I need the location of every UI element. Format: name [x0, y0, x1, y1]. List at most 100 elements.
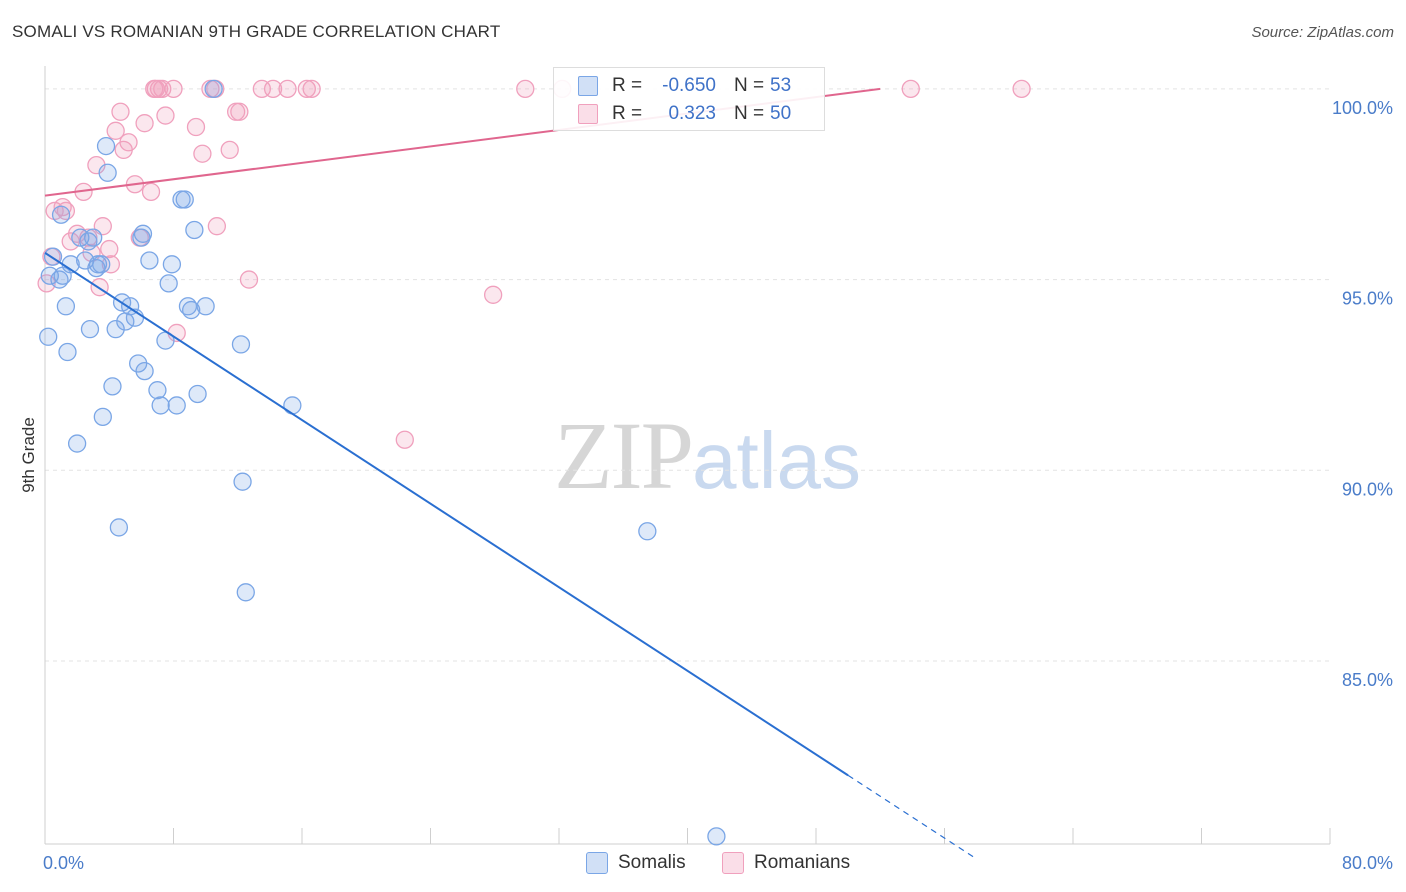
somali-point [133, 224, 153, 243]
somali-n-value: 53 [770, 75, 792, 96]
romanian-points [37, 79, 1031, 449]
somali-trend-extension [847, 774, 977, 860]
somali-n-label: N = [734, 75, 765, 96]
romanian-point [119, 133, 138, 152]
somali-point [56, 297, 76, 316]
romanian-point [156, 106, 175, 125]
romanian-point [239, 270, 259, 289]
bottom-legend-somalis: Somalis [586, 852, 686, 874]
romanian-point [106, 121, 125, 140]
somali-point [79, 232, 98, 251]
romanian-point [193, 144, 212, 163]
somali-point [98, 163, 117, 182]
somali-point [92, 255, 111, 274]
somali-point [148, 381, 167, 400]
somali-point [51, 205, 71, 224]
axes [44, 66, 1331, 845]
romanian-point [207, 217, 227, 236]
romanian-point [516, 79, 535, 99]
somali-point [159, 274, 178, 293]
somali-point [103, 377, 122, 396]
romanian-point [901, 79, 920, 99]
somali-point [39, 327, 58, 346]
romanian-point [135, 114, 154, 133]
watermark: ZIPatlas [554, 400, 861, 511]
romanian-point [230, 102, 249, 121]
watermark-zip: ZIP [554, 402, 694, 509]
romanian-point [101, 255, 121, 274]
somali-point [140, 251, 159, 270]
somali-points [39, 79, 726, 846]
somali-point [96, 136, 116, 156]
somali-point [93, 407, 112, 427]
romanian-swatch [578, 104, 598, 124]
romanian-point [302, 79, 321, 99]
romanian-point [278, 79, 297, 99]
romanian-point [395, 430, 414, 449]
somali-point [188, 384, 207, 404]
somali-point [638, 522, 657, 541]
somali-point [151, 396, 170, 415]
y-axis-label: 9th Grade [19, 417, 38, 493]
somalis-legend-swatch [586, 852, 608, 874]
somali-point [233, 472, 252, 491]
romanian-point [1012, 79, 1031, 99]
somali-point [106, 319, 125, 339]
romanian-n-label: N = [734, 103, 765, 124]
somali-point [109, 518, 129, 537]
somali-point [58, 342, 77, 362]
somalis-legend-label: Somalis [618, 852, 686, 873]
somali-r-value: -0.650 [662, 75, 716, 96]
somali-point [185, 220, 204, 240]
somali-point [283, 396, 302, 415]
watermark-atlas: atlas [692, 416, 861, 505]
romanian-point [164, 79, 183, 99]
somali-point [53, 266, 72, 285]
y-tick-label: 85.0% [1342, 670, 1393, 690]
romanian-point [100, 239, 119, 259]
y-tick-label: 95.0% [1342, 289, 1393, 309]
somali-point [135, 361, 154, 381]
romanian-point [145, 79, 164, 99]
somali-point [80, 319, 100, 339]
somali-point [196, 297, 215, 316]
y-tick-label: 100.0% [1332, 98, 1393, 118]
bottom-legend-romanians: Romanians [722, 852, 850, 874]
legend-row-romanian: R = 0.323 N = 50 [578, 100, 791, 128]
chart-title: SOMALI VS ROMANIAN 9TH GRADE CORRELATION… [12, 22, 501, 41]
somali-point [707, 827, 726, 846]
y-tick-label: 90.0% [1342, 479, 1393, 499]
legend-row-somali: R = -0.650 N = 53 [578, 72, 791, 100]
gridlines [45, 88, 1330, 662]
correlation-legend: R = -0.650 N = 53 R = 0.323 N = 50 [553, 67, 825, 131]
source-credit: Source: ZipAtlas.com [1251, 24, 1394, 41]
romanians-legend-swatch [722, 852, 744, 874]
somali-point [162, 255, 182, 274]
somali-point [182, 300, 201, 320]
romanian-point [297, 79, 316, 99]
romanian-r-label: R = [612, 103, 643, 124]
somali-point [175, 190, 194, 209]
x-tick-label-max: 80.0% [1342, 853, 1393, 873]
somali-r-label: R = [612, 75, 643, 96]
romanians-legend-label: Romanians [754, 852, 851, 873]
romanian-point [263, 79, 283, 99]
somali-point [67, 434, 87, 453]
romanian-point [186, 117, 206, 137]
romanian-point [220, 140, 239, 160]
romanian-point [111, 102, 130, 121]
romanian-n-value: 50 [770, 103, 792, 124]
somali-point [231, 335, 251, 354]
somali-point [204, 79, 223, 99]
romanian-r-value: 0.323 [668, 103, 716, 124]
somali-point [40, 266, 59, 285]
somali-point [167, 396, 186, 415]
somali-swatch [578, 76, 598, 96]
romanian-point [141, 182, 161, 202]
axis-labels: 85.0% 90.0% 95.0% 100.0% 0.0% 80.0% 9th Grade [19, 98, 1393, 873]
somali-point [236, 583, 255, 602]
x-tick-label-min: 0.0% [43, 853, 84, 873]
somali-trend-line [44, 252, 849, 777]
romanian-point [483, 285, 503, 304]
